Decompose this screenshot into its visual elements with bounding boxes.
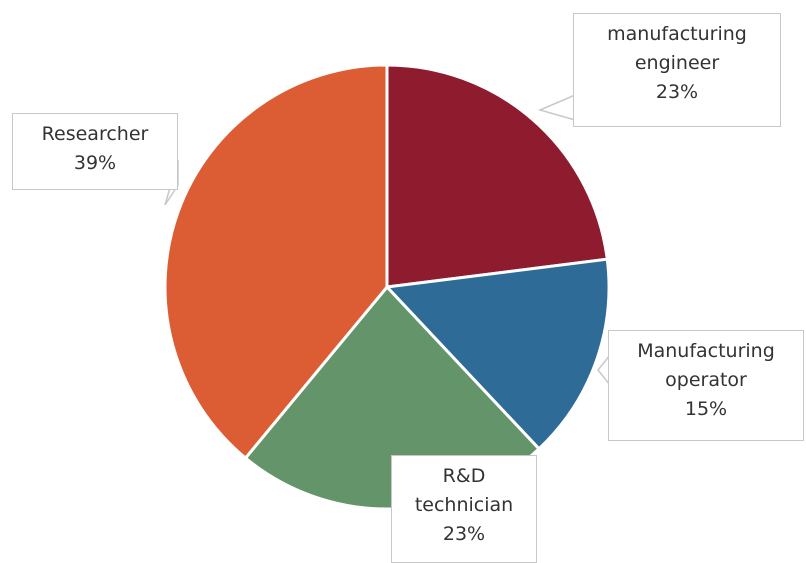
data-label: Manufacturing operator 15% [608, 330, 804, 441]
value-label: 15% [684, 398, 728, 420]
data-label: Researcher 39% [12, 113, 178, 190]
value-label: 23% [442, 523, 486, 545]
category-label: R&D technician [414, 465, 514, 516]
category-label: Manufacturing operator [637, 340, 775, 391]
pie-slice [385, 63, 609, 289]
pointer [537, 93, 576, 121]
value-label: 23% [655, 81, 699, 103]
category-label: manufacturing engineer [607, 23, 747, 74]
category-label: Researcher [41, 123, 149, 145]
pie [163, 63, 611, 511]
data-label: R&D technician 23% [391, 455, 537, 563]
data-label: manufacturing engineer 23% [573, 13, 781, 127]
pie-slice [163, 63, 389, 461]
value-label: 39% [73, 152, 117, 174]
pie-slice [383, 257, 611, 451]
